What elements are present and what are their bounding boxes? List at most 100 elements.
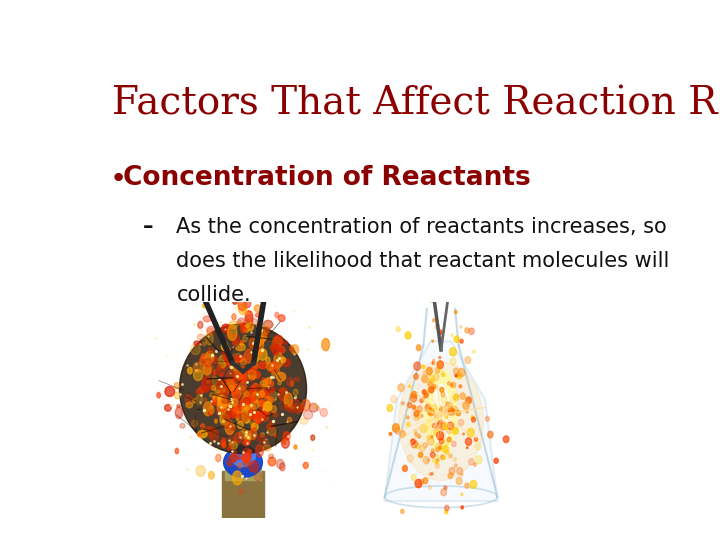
Ellipse shape xyxy=(230,385,237,395)
Ellipse shape xyxy=(235,394,239,399)
Ellipse shape xyxy=(449,348,456,356)
Ellipse shape xyxy=(230,454,237,462)
Ellipse shape xyxy=(433,373,439,380)
Ellipse shape xyxy=(204,359,212,367)
Ellipse shape xyxy=(454,394,459,401)
Ellipse shape xyxy=(456,477,462,484)
Ellipse shape xyxy=(260,381,267,389)
Text: Concentration of Reactants: Concentration of Reactants xyxy=(124,165,531,191)
Ellipse shape xyxy=(240,324,246,333)
Ellipse shape xyxy=(274,353,283,368)
Ellipse shape xyxy=(233,341,235,345)
Ellipse shape xyxy=(290,347,294,352)
Ellipse shape xyxy=(274,335,283,346)
Ellipse shape xyxy=(225,347,230,353)
Ellipse shape xyxy=(241,376,246,381)
Ellipse shape xyxy=(233,379,236,383)
Ellipse shape xyxy=(258,392,262,398)
Ellipse shape xyxy=(233,366,239,372)
Ellipse shape xyxy=(250,422,253,425)
Ellipse shape xyxy=(503,436,509,443)
Ellipse shape xyxy=(266,403,269,410)
Ellipse shape xyxy=(431,472,433,475)
Ellipse shape xyxy=(258,416,263,422)
Ellipse shape xyxy=(418,482,422,488)
Ellipse shape xyxy=(255,413,260,418)
Ellipse shape xyxy=(254,411,262,423)
Ellipse shape xyxy=(428,408,434,416)
Ellipse shape xyxy=(407,422,410,427)
Ellipse shape xyxy=(432,340,433,342)
Ellipse shape xyxy=(494,458,498,463)
Ellipse shape xyxy=(222,352,226,355)
Ellipse shape xyxy=(432,404,437,410)
Ellipse shape xyxy=(253,348,264,356)
Ellipse shape xyxy=(444,486,447,489)
Ellipse shape xyxy=(302,400,310,410)
Ellipse shape xyxy=(209,471,215,479)
Ellipse shape xyxy=(415,407,416,409)
Ellipse shape xyxy=(248,365,256,375)
Ellipse shape xyxy=(264,379,271,387)
Ellipse shape xyxy=(256,385,262,390)
Ellipse shape xyxy=(461,493,463,496)
Ellipse shape xyxy=(465,356,471,363)
Ellipse shape xyxy=(216,379,225,391)
Ellipse shape xyxy=(398,384,404,392)
Ellipse shape xyxy=(191,344,200,355)
Ellipse shape xyxy=(431,300,433,303)
Ellipse shape xyxy=(399,362,483,481)
Ellipse shape xyxy=(235,367,243,380)
Ellipse shape xyxy=(287,400,296,413)
Ellipse shape xyxy=(202,377,211,392)
Ellipse shape xyxy=(454,464,457,468)
Ellipse shape xyxy=(217,367,225,376)
Ellipse shape xyxy=(249,407,253,414)
Ellipse shape xyxy=(247,353,251,360)
Ellipse shape xyxy=(266,357,270,364)
Ellipse shape xyxy=(440,387,444,393)
Ellipse shape xyxy=(390,433,392,435)
Ellipse shape xyxy=(219,355,226,368)
Ellipse shape xyxy=(246,367,251,373)
Ellipse shape xyxy=(249,339,256,349)
Ellipse shape xyxy=(264,320,273,329)
Ellipse shape xyxy=(441,455,444,459)
Ellipse shape xyxy=(239,489,243,494)
Ellipse shape xyxy=(237,455,240,460)
Ellipse shape xyxy=(251,425,256,429)
Ellipse shape xyxy=(165,387,174,396)
Ellipse shape xyxy=(262,378,265,382)
Ellipse shape xyxy=(460,393,465,400)
Ellipse shape xyxy=(447,422,454,429)
Ellipse shape xyxy=(194,369,203,381)
Ellipse shape xyxy=(443,446,449,453)
Ellipse shape xyxy=(199,386,207,393)
Ellipse shape xyxy=(203,402,212,416)
Ellipse shape xyxy=(254,340,264,350)
Ellipse shape xyxy=(467,447,468,449)
Ellipse shape xyxy=(276,373,286,381)
Ellipse shape xyxy=(294,377,300,382)
Ellipse shape xyxy=(423,390,426,394)
Ellipse shape xyxy=(266,380,274,387)
Ellipse shape xyxy=(235,433,243,442)
Ellipse shape xyxy=(240,359,246,365)
Ellipse shape xyxy=(460,339,463,343)
Ellipse shape xyxy=(423,370,428,376)
Ellipse shape xyxy=(408,455,413,462)
Ellipse shape xyxy=(423,390,428,397)
Ellipse shape xyxy=(249,377,253,381)
Ellipse shape xyxy=(281,357,286,363)
Ellipse shape xyxy=(244,388,251,399)
Ellipse shape xyxy=(454,368,459,374)
Ellipse shape xyxy=(242,403,251,410)
Ellipse shape xyxy=(203,363,211,375)
Ellipse shape xyxy=(252,392,258,402)
Ellipse shape xyxy=(467,411,468,413)
Ellipse shape xyxy=(264,391,268,397)
Ellipse shape xyxy=(271,361,276,371)
Ellipse shape xyxy=(430,472,432,476)
Ellipse shape xyxy=(268,427,276,436)
Ellipse shape xyxy=(280,463,285,471)
